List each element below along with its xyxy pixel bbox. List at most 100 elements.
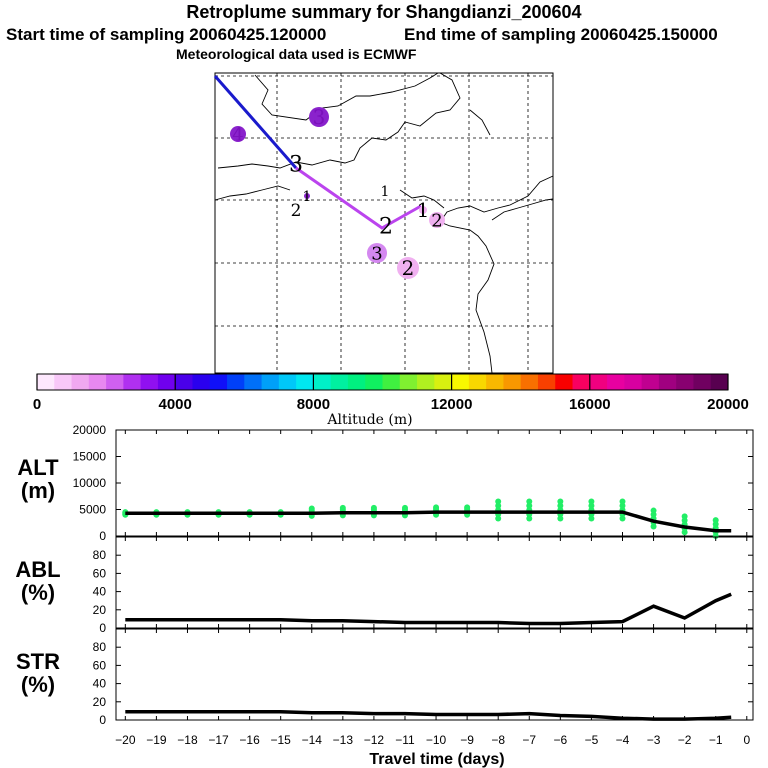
x-axis-label: Travel time (days) bbox=[369, 751, 504, 768]
y-axis-label: STR bbox=[16, 649, 60, 674]
map-marker-dot bbox=[397, 257, 419, 279]
map-marker-dot bbox=[367, 243, 387, 263]
x-tick-label: −1 bbox=[709, 733, 723, 747]
map-marker-label: 3 bbox=[371, 243, 382, 264]
map-marker: 3 bbox=[367, 243, 387, 264]
y-tick-label: 40 bbox=[93, 585, 107, 599]
colorbar-swatch bbox=[278, 374, 297, 390]
x-tick-label: −8 bbox=[491, 733, 505, 747]
map-marker-dot bbox=[304, 193, 310, 199]
colorbar-swatch bbox=[123, 374, 142, 390]
map-marker: 1 bbox=[417, 198, 430, 222]
y-tick-label: 0 bbox=[99, 713, 106, 727]
time-series-panels: 05000100001500020000ALT(m)020406080ABL(%… bbox=[15, 423, 754, 768]
colorbar-swatch bbox=[244, 374, 263, 390]
colorbar-swatch bbox=[451, 374, 470, 390]
map-marker-dot bbox=[429, 212, 445, 228]
colorbar-swatch bbox=[676, 374, 694, 390]
map-marker: 2 bbox=[379, 215, 393, 240]
x-tick-label: −14 bbox=[302, 733, 323, 747]
y-tick-label: 0 bbox=[99, 529, 106, 543]
map-marker: 3 bbox=[309, 105, 329, 129]
map-marker: 2 bbox=[429, 210, 445, 231]
colorbar-tick-label: 8000 bbox=[297, 396, 330, 413]
colorbar-swatch bbox=[347, 374, 366, 390]
panel-frame bbox=[115, 429, 754, 537]
colorbar-swatch bbox=[641, 374, 660, 390]
x-tick-label: −9 bbox=[460, 733, 474, 747]
y-tick-label: 0 bbox=[99, 621, 106, 635]
altitude-point bbox=[712, 517, 719, 524]
colorbar-swatch bbox=[192, 374, 211, 390]
colorbar-swatch bbox=[382, 374, 401, 390]
colorbar-swatch bbox=[71, 374, 90, 390]
colorbar-swatch bbox=[330, 374, 349, 390]
colorbar-swatch bbox=[106, 374, 124, 390]
end-time: End time of sampling 20060425.150000 bbox=[404, 25, 718, 44]
colorbar-swatch bbox=[607, 374, 625, 390]
map-marker-label: 3 bbox=[289, 153, 303, 178]
x-tick-label: −3 bbox=[647, 733, 661, 747]
colorbar-swatch bbox=[537, 374, 556, 390]
colorbar-tick-label: 0 bbox=[33, 396, 41, 413]
altitude-point bbox=[557, 502, 564, 509]
panel-frame bbox=[115, 628, 754, 721]
map-marker-label: 2 bbox=[402, 256, 415, 280]
altitude-point bbox=[681, 513, 688, 520]
colorbar-swatch bbox=[503, 374, 522, 390]
colorbar-tick-label: 4000 bbox=[159, 396, 192, 413]
y-axis-label: (%) bbox=[21, 672, 55, 697]
y-tick-label: 20 bbox=[93, 695, 107, 709]
y-tick-label: 5000 bbox=[79, 503, 106, 517]
map-marker: 4 bbox=[230, 124, 246, 145]
map-marker-label: 2 bbox=[291, 201, 302, 221]
colorbar-swatch bbox=[54, 374, 73, 390]
map-marker: 1 bbox=[381, 184, 390, 200]
colorbar-swatch bbox=[468, 374, 487, 390]
x-tick-label: −11 bbox=[395, 733, 415, 747]
altitude-point bbox=[339, 504, 346, 511]
altitude-point bbox=[557, 515, 564, 522]
map-borders bbox=[214, 72, 554, 374]
y-tick-label: 20000 bbox=[73, 423, 107, 437]
panel-alt: 0 5000 10000 15000 20000 ALT(m) bbox=[17, 423, 754, 543]
x-tick-label: −15 bbox=[271, 733, 292, 747]
y-tick-label: 80 bbox=[93, 548, 107, 562]
y-tick-label: 60 bbox=[93, 658, 107, 672]
altitude-scatter bbox=[122, 498, 719, 539]
map-marker: 1 bbox=[303, 189, 312, 205]
map-gridlines bbox=[215, 73, 553, 373]
colorbar-swatch bbox=[624, 374, 643, 390]
altitude-point bbox=[588, 498, 595, 505]
colorbar-tick-label: 16000 bbox=[569, 396, 611, 413]
colorbar-swatch bbox=[710, 374, 729, 390]
altitude-point bbox=[308, 505, 315, 512]
map-marker-label: 2 bbox=[379, 215, 393, 240]
colorbar-swatch bbox=[261, 374, 280, 390]
colorbar-swatch bbox=[227, 374, 245, 390]
x-tick-label: −16 bbox=[239, 733, 260, 747]
y-tick-label: 15000 bbox=[73, 450, 107, 464]
series-line bbox=[125, 592, 732, 626]
x-tick-label: −4 bbox=[616, 733, 630, 747]
chart-title: Retroplume summary for Shangdianzi_20060… bbox=[186, 2, 582, 22]
colorbar-swatch bbox=[37, 374, 55, 390]
colorbar-swatch bbox=[296, 374, 314, 390]
altitude-point bbox=[401, 504, 408, 511]
altitude-point bbox=[495, 498, 502, 505]
y-tick-label: 80 bbox=[93, 640, 107, 654]
colorbar-swatch bbox=[175, 374, 193, 390]
x-tick-label: 0 bbox=[743, 733, 750, 747]
panel-abl: 0 20 40 60 80 ABL(%) bbox=[15, 536, 754, 635]
altitude-point bbox=[650, 507, 657, 514]
colorbar-swatch bbox=[693, 374, 712, 390]
trajectory-segment-far bbox=[213, 75, 298, 169]
map-marker: 2 bbox=[291, 201, 302, 221]
x-tick-label: −19 bbox=[146, 733, 167, 747]
colorbar-swatch bbox=[434, 374, 453, 390]
y-tick-label: 20 bbox=[93, 603, 107, 617]
met-data-note: Meteorological data used is ECMWF bbox=[176, 46, 417, 62]
altitude-point bbox=[588, 515, 595, 522]
